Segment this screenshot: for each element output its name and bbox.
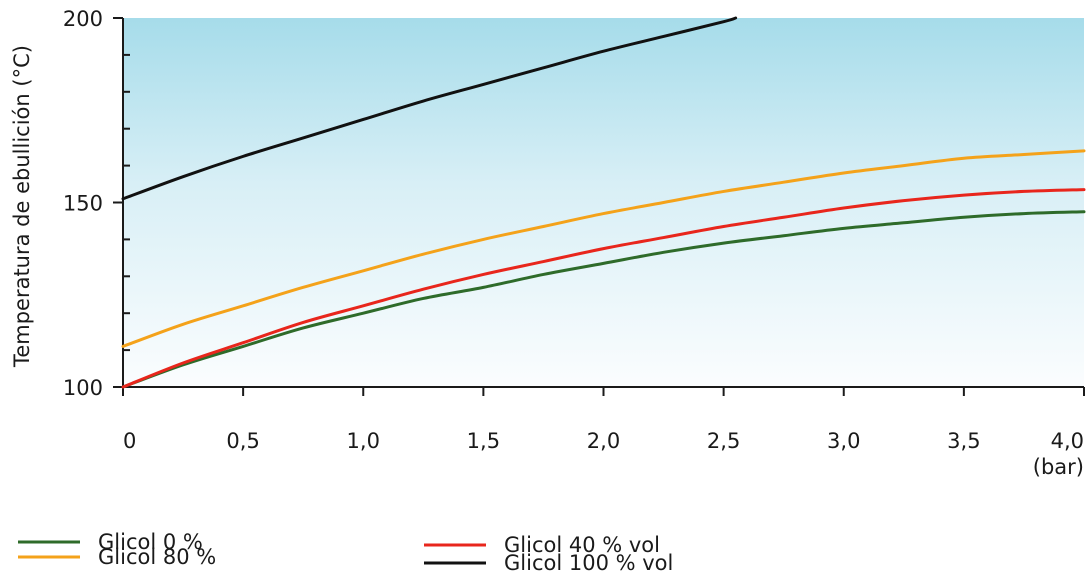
legend-item-glicol-100-vol: Glicol 100 % vol: [424, 551, 673, 575]
axes: [113, 17, 1085, 396]
legend-label: Glicol 0 %: [98, 530, 203, 554]
x-tick-label: 2,0: [587, 429, 620, 453]
x-tick-label: 1,0: [347, 429, 380, 453]
series-line-glicol-100-vol: [121, 16, 738, 201]
y-axis-title: Temperatura de ebullición (°C): [10, 45, 34, 368]
legend-item-glicol-0: Glicol 0 %: [18, 530, 203, 554]
x-tick-label: 2,5: [707, 429, 740, 453]
series-layer: [121, 16, 1086, 389]
series-line-glicol-80: [121, 149, 1086, 348]
legend-item-glicol-80: Glicol 80 %: [18, 545, 216, 569]
x-tick-label: 0: [123, 429, 136, 453]
legend-label: Glicol 80 %: [98, 545, 216, 569]
legend: Glicol 0 %Glicol 80 % Glicol 40 % volGlic…: [18, 530, 673, 575]
x-tick-label: 4,0: [1051, 429, 1084, 453]
legend-label: Glicol 100 % vol: [504, 551, 673, 575]
legend-item-glicol-40-vol: Glicol 40 % vol: [424, 533, 660, 557]
tick-labels: 0 0,5 1,0 1,5 2,0 2,5 3,0 3,5 4,0 100 150 200: [63, 7, 1084, 453]
y-tick-label: 150: [63, 192, 103, 216]
x-tick-label: 3,0: [827, 429, 860, 453]
series-line-glicol-40-vol: [121, 188, 1086, 389]
x-tick-label: 3,5: [947, 429, 980, 453]
plot-area: [123, 18, 1084, 387]
x-tick-label: 1,5: [467, 429, 500, 453]
x-tick-label: 0,5: [226, 429, 259, 453]
series-line-glicol-0: [121, 210, 1086, 389]
y-tick-label: 100: [63, 376, 103, 400]
x-axis-unit: (bar): [1033, 455, 1084, 479]
legend-label: Glicol 40 % vol: [504, 533, 660, 557]
y-tick-label: 200: [63, 7, 103, 31]
